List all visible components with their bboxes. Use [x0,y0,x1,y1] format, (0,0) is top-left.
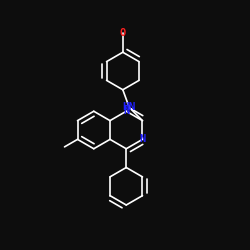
Text: N: N [123,106,129,116]
Text: HN: HN [122,102,136,112]
Text: N: N [139,134,145,144]
Text: O: O [120,28,126,38]
